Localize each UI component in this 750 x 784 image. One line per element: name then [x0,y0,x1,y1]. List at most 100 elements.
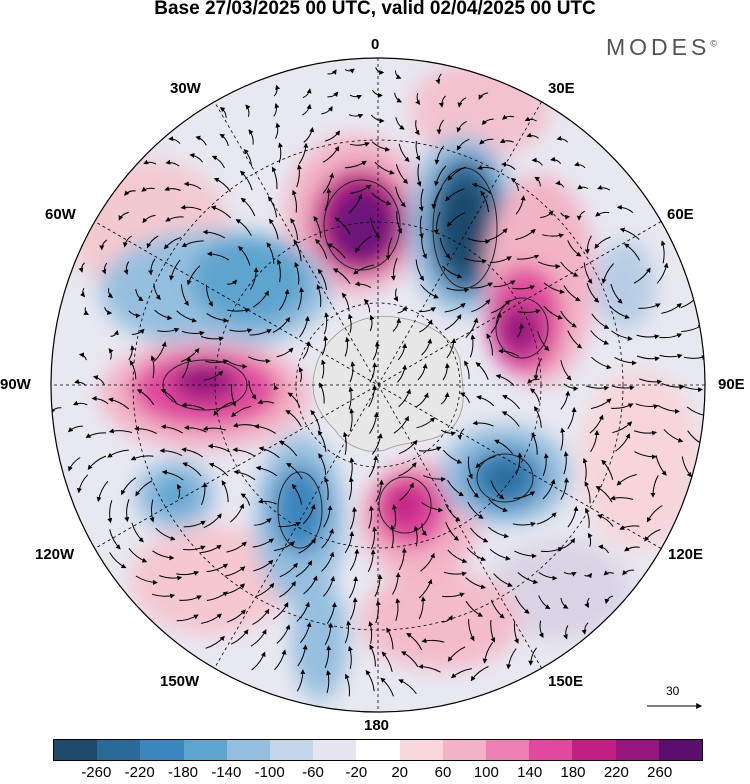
wind-arrow [418,307,437,312]
map-title: Base 27/03/2025 00 UTC, valid 02/04/2025… [154,0,596,19]
wind-arrow [159,448,183,457]
wind-arrow [153,341,167,362]
wind-arrow [406,632,423,651]
wind-arrow [560,390,571,410]
wind-arrow [344,160,367,169]
wind-arrow [491,299,510,314]
wind-arrow [686,406,705,418]
wind-arrow [616,204,634,213]
wind-arrow [421,338,433,356]
wind-arrow [443,571,467,577]
wind-arrow [375,600,381,624]
colorbar-tick: -140 [211,764,242,781]
wind-arrow [323,505,333,528]
wind-arrow [493,573,513,587]
wind-arrow [440,392,450,405]
wind-arrow [349,506,358,530]
wind-arrow [252,290,269,308]
wind-arrow [135,289,144,302]
wind-arrow [326,670,331,694]
wind-arrow [421,638,445,644]
wind-arrow [394,92,402,103]
wind-arrow [470,666,489,682]
wind-arrow [614,356,637,366]
wind-arrow [154,309,173,321]
wind-arrow [250,267,259,290]
wind-arrow [296,669,306,692]
wind-arrow [299,315,310,338]
wind-arrow [313,215,322,238]
wind-arrow [538,571,558,581]
wind-arrow [604,595,614,605]
wind-arrow [324,645,332,669]
wind-arrow [255,465,278,477]
map-boundary [50,57,706,713]
wind-arrow [463,257,487,264]
wind-arrow [534,176,541,187]
wind-arrow [155,527,176,541]
wind-arrow [421,236,427,259]
wind-arrow [327,91,339,98]
wind-arrow [636,355,660,362]
colorbar-tick: -60 [302,764,324,781]
wind-arrow [348,193,363,214]
wind-arrow [245,104,251,117]
wind-arrow [537,261,561,269]
wind-arrow [543,282,565,295]
wind-arrow [219,107,227,118]
wind-arrow [597,544,609,554]
wind-arrow [76,474,89,494]
wind-arrow [515,452,523,476]
wind-arrow [447,212,466,228]
wind-arrow [464,360,470,380]
wind-arrow [591,356,612,370]
wind-arrow [582,457,588,481]
wind-arrow [349,184,372,194]
wind-arrow [275,122,281,139]
wind-arrow [303,127,315,143]
wind-arrow [83,307,89,316]
wind-arrow [420,284,439,299]
polar-map [50,57,706,713]
wind-arrow [310,409,321,431]
lon-label-120e: 120E [668,546,704,563]
wind-arrow [467,456,473,480]
wind-arrow [96,480,109,502]
wind-arrow [122,235,132,248]
wind-arrow [414,525,419,547]
wind-arrow [514,550,537,559]
wind-arrow [202,425,226,431]
wind-arrow [248,380,257,400]
wind-arrow [526,132,539,139]
wind-arrow [68,457,81,472]
wind-arrow [560,360,572,381]
wind-arrow [560,212,571,220]
wind-arrow [659,333,683,339]
wind-arrow [490,620,496,643]
wind-arrow [612,421,633,434]
wind-arrow [587,532,593,547]
wind-arrow [638,303,661,309]
wind-arrow [513,621,519,644]
wind-arrow [415,140,420,161]
wind-arrow [169,259,181,281]
wind-arrow [469,334,476,358]
colorbar-tick: -20 [345,764,368,781]
wind-arrow [326,601,337,624]
wind-arrow [206,591,228,601]
wind-arrow [322,145,340,163]
wind-arrow [529,388,540,403]
wind-arrow [447,166,466,181]
wind-arrow [502,394,521,410]
wind-arrow [327,69,337,75]
wind-arrow [595,486,613,503]
wind-arrow [274,649,287,671]
wind-arrow [314,238,328,259]
wind-arrow [635,403,659,409]
wind-arrow [344,531,355,554]
wind-arrow [226,541,247,553]
wind-arrow [434,165,447,187]
wind-arrow [421,502,444,513]
wind-arrow [181,240,204,248]
colorbar-segment [442,740,487,760]
